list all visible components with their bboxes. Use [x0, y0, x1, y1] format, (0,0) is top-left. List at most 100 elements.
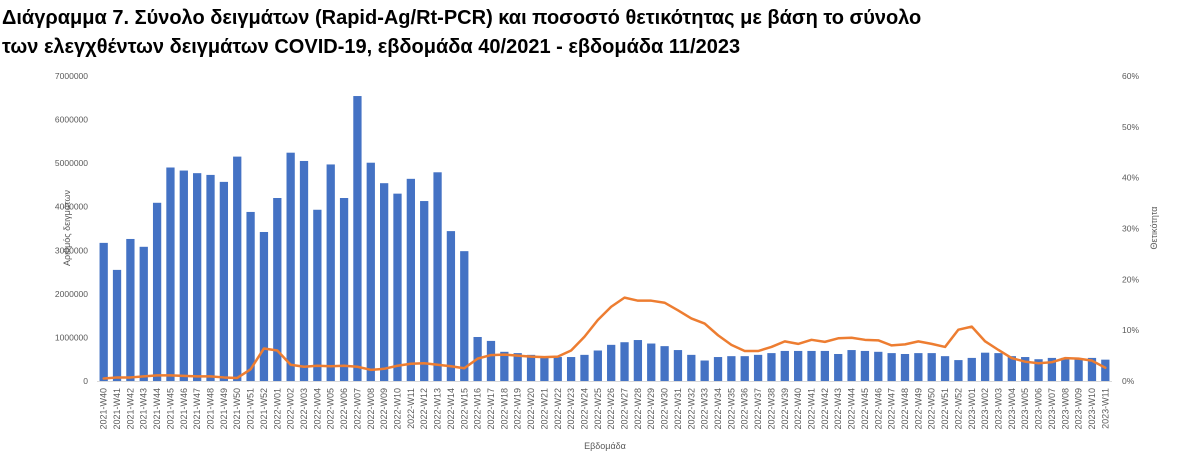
- x-tick-label: 2023-W10: [1087, 388, 1097, 430]
- samples-bar: [339, 198, 349, 381]
- x-tick-label: 2022-W44: [847, 388, 857, 430]
- y2-tick-label: 40%: [1122, 173, 1139, 183]
- samples-bar: [900, 353, 910, 381]
- positivity-line-series: [102, 296, 1107, 380]
- samples-bar: [593, 350, 602, 381]
- y2-axis-title: Θετικότητα: [1149, 206, 1159, 249]
- x-tick-label: 2022-W46: [873, 388, 883, 430]
- samples-bar: [980, 352, 990, 381]
- x-tick-label: 2022-W40: [793, 388, 803, 430]
- samples-bar: [219, 181, 229, 381]
- samples-bar: [994, 353, 1003, 381]
- y2-tick-label: 0%: [1122, 376, 1135, 386]
- samples-bar: [393, 193, 402, 381]
- samples-bar: [820, 350, 829, 381]
- samples-bar: [99, 242, 108, 381]
- x-tick-label: 2021-W49: [219, 388, 229, 430]
- samples-bar: [914, 353, 923, 381]
- x-tick-label: 2022-W20: [526, 388, 536, 430]
- y2-tick-label: 50%: [1122, 122, 1139, 132]
- samples-bar: [540, 356, 549, 381]
- samples-bar: [927, 353, 936, 381]
- samples-bar: [1074, 359, 1083, 381]
- y2-tick-label: 30%: [1122, 224, 1139, 234]
- samples-bar: [780, 350, 789, 381]
- x-axis-title: Εβδομάδα: [584, 441, 626, 451]
- y-tick-label: 0: [83, 376, 88, 386]
- x-tick-label: 2022-W51: [940, 388, 950, 430]
- x-tick-label: 2022-W21: [539, 388, 549, 430]
- x-tick-label: 2022-W31: [673, 388, 683, 430]
- samples-bar: [299, 160, 309, 381]
- x-tick-label: 2022-W36: [740, 388, 750, 430]
- x-tick-label: 2021-W45: [165, 388, 175, 430]
- samples-bar: [326, 164, 335, 381]
- samples-bar: [1047, 357, 1057, 381]
- samples-bar: [727, 356, 736, 381]
- x-tick-label: 2022-W35: [726, 388, 736, 430]
- y-tick-label: 4000000: [55, 202, 88, 212]
- samples-bar: [834, 353, 843, 381]
- samples-bar: [233, 156, 242, 381]
- samples-bar: [673, 350, 683, 381]
- x-tick-label: 2023-W01: [967, 388, 977, 430]
- x-tick-label: 2022-W34: [713, 388, 723, 430]
- samples-bar: [767, 353, 776, 381]
- x-tick-label: 2022-W04: [312, 388, 322, 430]
- samples-bar: [807, 350, 816, 381]
- samples-bar: [433, 172, 442, 381]
- samples-bar: [887, 353, 896, 381]
- x-tick-label: 2022-W43: [833, 388, 843, 430]
- x-tick-label: 2022-W15: [459, 388, 469, 430]
- samples-bar-series: [99, 96, 1110, 381]
- x-tick-label: 2022-W01: [272, 388, 282, 430]
- x-tick-label: 2022-W25: [593, 388, 603, 430]
- samples-bar: [1087, 357, 1097, 381]
- y2-axis-ticks: 0% 10% 20% 30% 40% 50% 60%: [1122, 71, 1139, 386]
- samples-bar: [246, 211, 255, 381]
- samples-bar: [647, 343, 656, 381]
- samples-bar: [1007, 356, 1016, 381]
- x-tick-label: 2022-W11: [406, 388, 416, 429]
- x-tick-label: 2022-W42: [820, 388, 830, 430]
- samples-bar: [179, 170, 188, 381]
- x-tick-label: 2021-W47: [192, 388, 202, 430]
- x-tick-label: 2021-W51: [246, 388, 256, 430]
- samples-bar: [580, 354, 589, 381]
- x-tick-label: 2022-W29: [646, 388, 656, 430]
- x-axis-ticks: 2021-W40 2021-W41 2021-W42 2021-W43 2021-W44…: [99, 388, 1111, 430]
- chart-title-line-1: Διάγραμμα 7. Σύνολο δειγμάτων (Rapid-Ag/…: [2, 7, 922, 29]
- samples-bar: [607, 344, 616, 381]
- x-tick-label: 2022-W08: [366, 388, 376, 430]
- x-tick-label: 2021-W40: [99, 388, 109, 430]
- x-tick-label: 2022-W28: [633, 388, 643, 430]
- x-tick-label: 2021-W42: [125, 388, 135, 430]
- samples-bar: [967, 357, 976, 381]
- x-tick-label: 2023-W09: [1074, 388, 1084, 430]
- x-tick-label: 2022-W27: [620, 388, 630, 430]
- samples-bar: [486, 340, 496, 381]
- samples-bar: [740, 356, 749, 381]
- x-tick-label: 2022-W30: [660, 388, 670, 430]
- samples-bar: [166, 167, 175, 381]
- x-tick-label: 2022-W39: [780, 388, 790, 430]
- samples-bar: [380, 183, 389, 381]
- x-tick-label: 2022-W07: [352, 388, 362, 430]
- x-tick-label: 2021-W50: [232, 388, 242, 430]
- x-tick-label: 2022-W18: [499, 388, 509, 430]
- x-tick-label: 2022-W12: [419, 388, 429, 430]
- samples-bar: [460, 251, 469, 381]
- y-tick-label: 2000000: [55, 289, 88, 299]
- samples-bar: [860, 350, 870, 381]
- samples-bar: [1101, 359, 1110, 381]
- samples-bar: [446, 231, 456, 381]
- samples-bar: [633, 340, 643, 381]
- x-tick-label: 2021-W46: [179, 388, 189, 430]
- samples-bar: [1021, 357, 1030, 381]
- x-tick-label: 2022-W33: [700, 388, 710, 430]
- x-tick-label: 2022-W19: [513, 388, 523, 430]
- samples-bar: [500, 351, 509, 381]
- x-tick-label: 2022-W38: [766, 388, 776, 430]
- x-tick-label: 2022-W48: [900, 388, 910, 430]
